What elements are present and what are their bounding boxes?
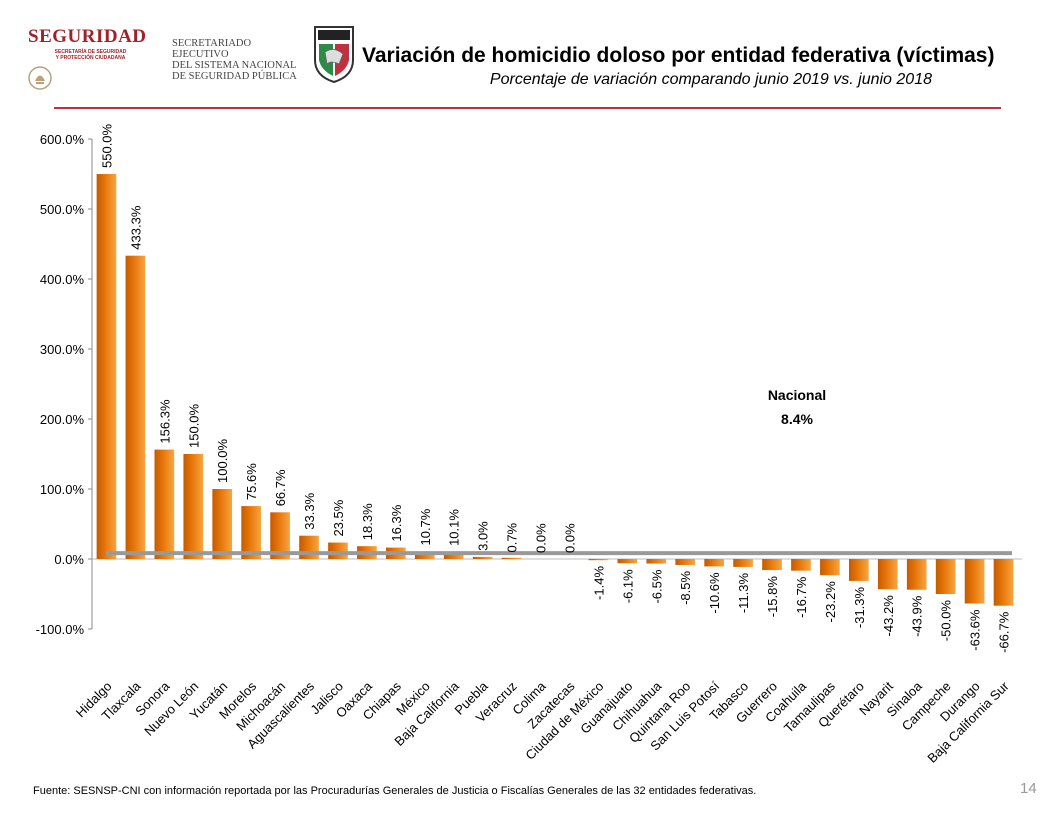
value-label: 150.0% (186, 403, 201, 448)
value-label: 3.0% (476, 521, 491, 551)
value-label: -23.2% (823, 581, 838, 623)
bar (877, 559, 898, 590)
bars (96, 174, 1014, 606)
value-label: 100.0% (215, 438, 230, 483)
value-label: 10.1% (447, 509, 462, 546)
page-number: 14 (1020, 780, 1037, 797)
national-label: Nacional (768, 387, 826, 403)
value-label: -63.6% (968, 609, 983, 651)
bar (675, 559, 696, 565)
seguridad-logo: SEGURIDAD SECRETARÍA DE SEGURIDAD Y PROT… (28, 26, 153, 96)
value-label: -66.7% (997, 611, 1012, 653)
value-label: 0.0% (534, 523, 549, 553)
value-label: 0.7% (505, 522, 520, 552)
brand-subtitle: SECRETARÍA DE SEGURIDAD Y PROTECCIÓN CIU… (28, 49, 153, 61)
value-label: 18.3% (360, 503, 375, 540)
y-tick-label: 100.0% (40, 482, 85, 497)
value-label: 0.0% (562, 523, 577, 553)
bar-chart: -100.0% 0.0% 100.0% 200.0% 300.0% 400.0% 500.0… (36, 123, 1022, 766)
value-label: -11.3% (736, 572, 751, 613)
value-label: -31.3% (852, 586, 867, 628)
value-label: 433.3% (128, 205, 143, 250)
value-label: -43.9% (910, 595, 925, 637)
bar (849, 559, 869, 581)
bar (704, 559, 724, 567)
value-label: -50.0% (939, 600, 954, 642)
chart-subtitle: Porcentaje de variación comparando junio… (489, 71, 932, 88)
y-tick-label: -100.0% (36, 622, 85, 637)
source-note: Fuente: SESNSP-CNI con información repor… (33, 785, 757, 797)
bar (328, 542, 348, 559)
value-label: 66.7% (273, 469, 288, 506)
value-label: 23.5% (331, 499, 346, 536)
header-divider (54, 107, 1001, 109)
bar (935, 559, 956, 594)
value-label: -1.4% (591, 566, 606, 600)
bar (472, 556, 493, 559)
bar (964, 559, 985, 604)
value-label: -15.8% (765, 576, 780, 618)
bar (762, 559, 782, 571)
header: SEGURIDAD SECRETARÍA DE SEGURIDAD Y PROT… (0, 0, 1053, 112)
bar (414, 551, 435, 559)
y-tick-label: 0.0% (54, 552, 84, 567)
bar (906, 559, 927, 590)
secretariat-line1: SECRETARIADO EJECUTIVO (172, 38, 252, 60)
value-labels: 550.0% 433.3% 156.3% 150.0% 100.0% 75.6% 66.7%… (99, 123, 1011, 652)
value-label: -43.2% (881, 595, 896, 637)
secretariat-line2: DEL SISTEMA NACIONAL (172, 60, 297, 71)
sesnsp-shield-icon (314, 26, 354, 84)
bar (993, 559, 1014, 606)
bar (154, 449, 175, 559)
bar (733, 559, 753, 567)
y-tick-label: 200.0% (40, 412, 85, 427)
value-label: -8.5% (678, 571, 693, 605)
value-label: 156.3% (157, 399, 172, 444)
bar (270, 512, 290, 559)
chart-title: Variación de homicidio doloso por entida… (362, 44, 995, 67)
value-label: -16.7% (794, 576, 809, 618)
brand-sub-line1: SECRETARÍA DE SEGURIDAD (54, 49, 127, 55)
value-label: 16.3% (389, 504, 404, 541)
bar (501, 557, 522, 559)
value-label: -6.5% (649, 569, 664, 603)
bar (183, 454, 204, 559)
brand-word: SEGURIDAD (28, 26, 147, 47)
value-label: -6.1% (620, 569, 635, 603)
bar (96, 174, 117, 559)
national-value: 8.4% (781, 411, 813, 427)
y-tick-label: 400.0% (40, 272, 85, 287)
secretariat-line3: DE SEGURIDAD PÚBLICA (172, 71, 297, 82)
bar (588, 559, 609, 561)
bar (443, 551, 464, 559)
value-label: 550.0% (99, 123, 114, 168)
y-axis: -100.0% 0.0% 100.0% 200.0% 300.0% 400.0% 500.0… (36, 132, 1022, 637)
bar (791, 559, 811, 571)
value-label: 33.3% (302, 492, 317, 529)
y-tick-label: 300.0% (40, 342, 85, 357)
secretariat-name: SECRETARIADO EJECUTIVO DEL SISTEMA NACIO… (172, 38, 300, 82)
brand-sub-line2: Y PROTECCIÓN CIUDADANA (55, 55, 126, 61)
value-label: 75.6% (244, 463, 259, 500)
value-label: -10.6% (707, 572, 722, 614)
y-tick-label: 600.0% (40, 132, 85, 147)
bar (617, 559, 638, 564)
bar (646, 559, 667, 564)
national-seal-icon (28, 66, 52, 90)
bar (212, 489, 233, 559)
bar (299, 535, 319, 559)
y-tick-label: 500.0% (40, 202, 85, 217)
bar (125, 255, 146, 559)
bar (820, 559, 840, 576)
value-label: 10.7% (418, 508, 433, 545)
bar (241, 506, 261, 559)
